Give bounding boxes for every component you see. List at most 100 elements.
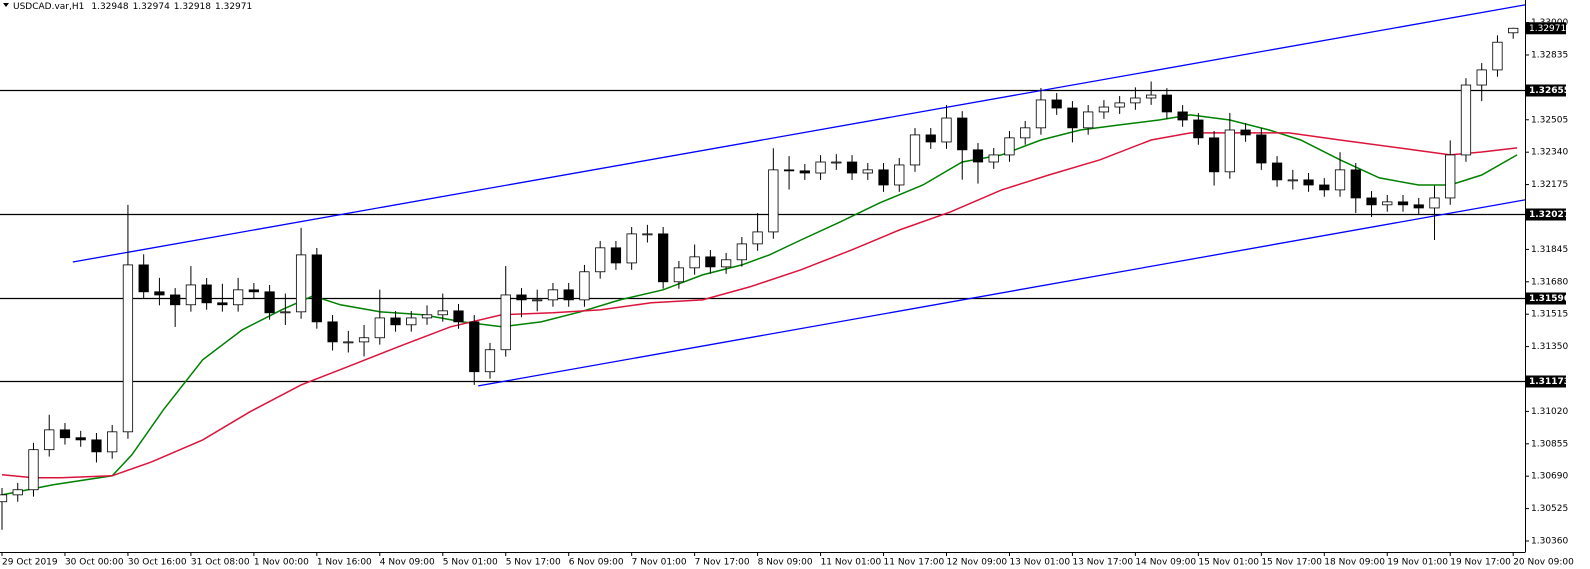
candle-body (925, 134, 936, 143)
x-tick-label: 5 Nov 01:00 (443, 558, 498, 568)
symbol: USDCAD.var,H1 (13, 2, 84, 12)
x-tick-label: 4 Nov 09:00 (380, 558, 435, 568)
candle-body (846, 161, 858, 174)
candle-body (217, 302, 228, 306)
candle-body (453, 310, 464, 323)
y-tick-label: 1.32835 (1531, 50, 1568, 60)
candle-body (1224, 129, 1235, 173)
candle-body (437, 310, 448, 316)
candle-body (941, 117, 952, 143)
candle-body (831, 161, 842, 164)
candle-body (1067, 107, 1078, 129)
collapse-icon (3, 3, 9, 7)
candle-body (595, 247, 606, 273)
candle-body (1334, 169, 1346, 191)
candle-body (1161, 94, 1173, 113)
candle-body (1114, 102, 1125, 108)
candle-body (894, 164, 905, 186)
candle-body (170, 294, 181, 306)
candle-body (610, 247, 622, 264)
candle-body (626, 233, 637, 264)
x-tick-label: 14 Nov 09:00 (1135, 558, 1196, 568)
candle-body (327, 321, 338, 343)
candle-body (1193, 119, 1204, 139)
y-tick-label: 1.32175 (1531, 180, 1568, 190)
current-price-label: 1.32971 (1529, 24, 1566, 34)
candle-body (201, 284, 212, 304)
x-tick-label: 30 Oct 16:00 (128, 558, 187, 568)
candle-body (799, 170, 810, 174)
y-tick-label: 1.32340 (1531, 148, 1568, 158)
candle-body (91, 439, 102, 453)
moving-average (1, 132, 1518, 479)
level-label-box (1526, 375, 1566, 388)
candle-body (1287, 179, 1298, 182)
candle-body (1413, 204, 1424, 209)
candle-body (374, 317, 385, 339)
candle-body (1177, 111, 1188, 121)
x-tick-label: 20 Nov 09:00 (1513, 558, 1574, 568)
x-tick-label: 6 Nov 09:00 (569, 558, 624, 568)
y-tick-label: 1.31515 (1531, 310, 1568, 320)
y-tick-label: 1.30525 (1531, 504, 1568, 514)
x-tick-label: 11 Nov 17:00 (884, 558, 945, 568)
candle-body (343, 341, 354, 344)
y-tick-label: 1.31350 (1531, 342, 1568, 352)
plot (0, 4, 1526, 530)
candle-body (658, 233, 669, 283)
header-close: 1.32971 (215, 2, 252, 12)
candle-body (909, 134, 921, 166)
candle-body (484, 349, 496, 373)
candle-body (185, 284, 197, 306)
trend-line (72, 4, 1526, 263)
candle-body (311, 254, 322, 323)
candle-body (1476, 69, 1487, 86)
level-label-box (1526, 208, 1566, 221)
candle-body (579, 271, 590, 301)
y-tick-label: 1.31845 (1531, 245, 1568, 255)
candle-body (469, 321, 480, 373)
candle-body (75, 437, 86, 441)
x-tick-label: 19 Nov 01:00 (1387, 558, 1448, 568)
x-tick-label: 15 Nov 17:00 (1261, 558, 1322, 568)
candle-body (500, 294, 511, 351)
chart-header: USDCAD.var,H1 1.32948 1.32974 1.32918 1.3297… (13, 2, 252, 12)
x-tick-label: 18 Nov 09:00 (1324, 558, 1385, 568)
candle-body (390, 317, 401, 326)
candle-body (1350, 169, 1361, 199)
candle-body (1460, 84, 1472, 156)
candle-body (972, 149, 984, 163)
candle-body (59, 429, 71, 439)
candle-body (421, 314, 433, 319)
candle-body (12, 489, 23, 496)
level-label: 1.31173 (1529, 377, 1570, 387)
candle-body (280, 311, 291, 314)
trend-line (478, 199, 1526, 387)
candle-body (878, 169, 889, 186)
candle-body (736, 243, 747, 261)
candle-body (1020, 127, 1031, 139)
level-label-box (1526, 84, 1566, 97)
candle-body (988, 154, 999, 163)
candle-body (1083, 111, 1094, 129)
y-tick-label: 1.30360 (1531, 537, 1568, 547)
x-tick-label: 13 Nov 17:00 (1072, 558, 1133, 568)
candle-body (406, 317, 417, 326)
candle-body (1397, 201, 1409, 206)
candle-body (1382, 201, 1393, 206)
candle-body (957, 117, 968, 151)
candle-body (0, 494, 8, 503)
x-tick-label: 19 Nov 17:00 (1450, 558, 1511, 568)
x-tick-label: 31 Oct 08:00 (191, 558, 250, 568)
level-label: 1.32655 (1529, 86, 1570, 96)
x-tick-label: 30 Oct 00:00 (65, 558, 124, 568)
candle-body (642, 233, 653, 236)
candle-body (1429, 197, 1440, 209)
candle-body (233, 289, 244, 306)
candle-body (862, 169, 873, 174)
candle-body (44, 429, 55, 451)
candle-body (1004, 137, 1015, 156)
candle-body (1319, 184, 1330, 191)
